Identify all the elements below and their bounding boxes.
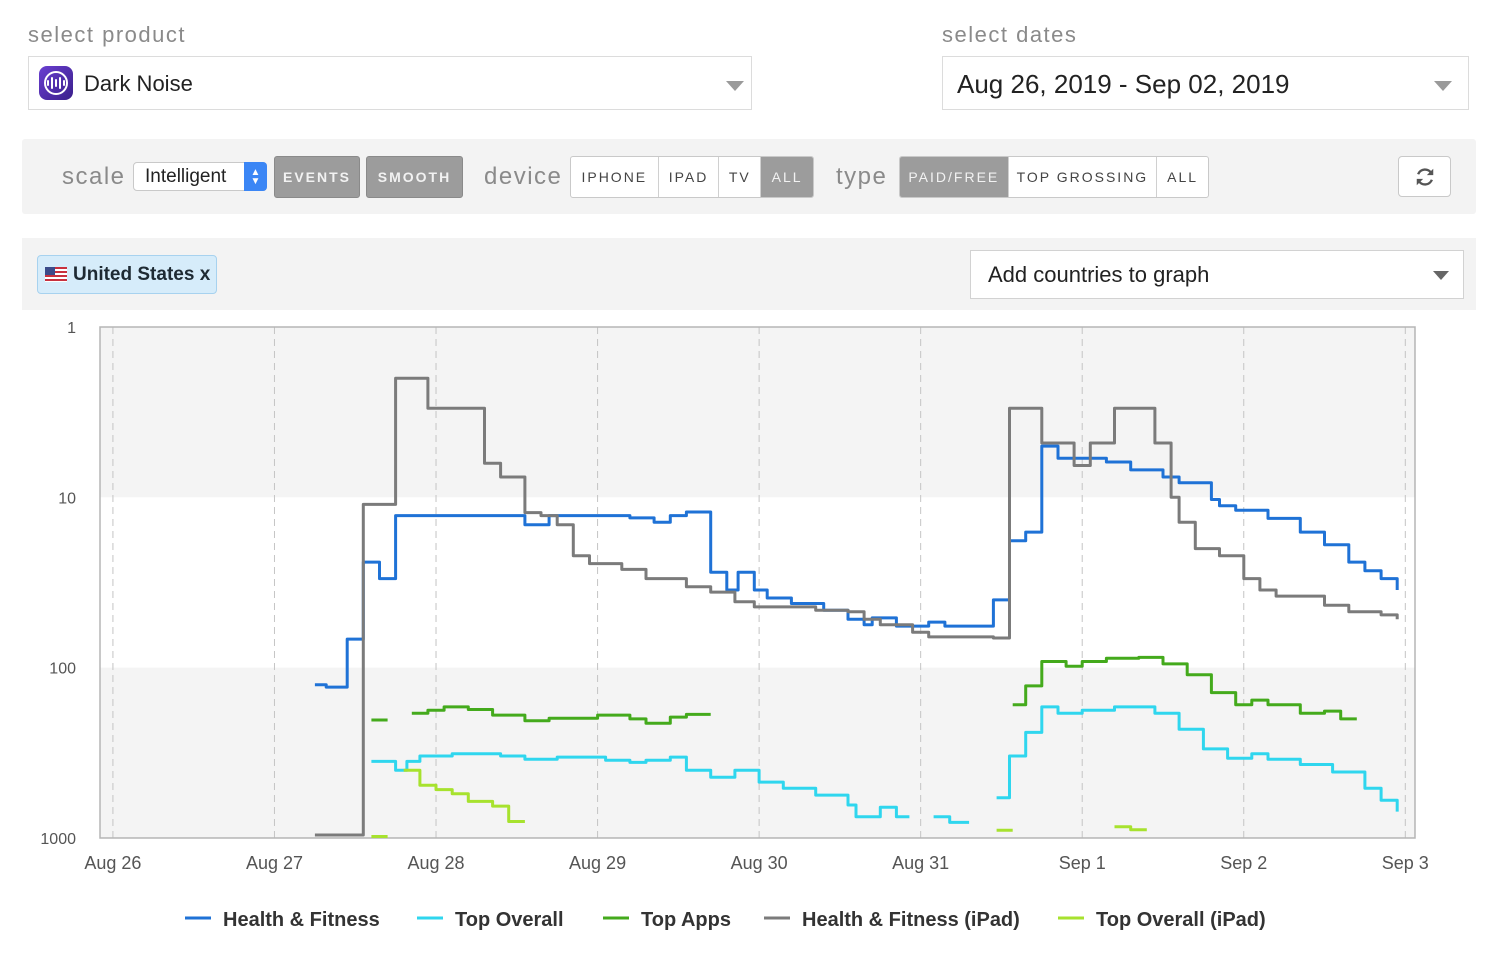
plot-band: [100, 327, 1415, 498]
add-countries-placeholder: Add countries to graph: [988, 262, 1210, 287]
legend-label: Health & Fitness (iPad): [802, 909, 1020, 931]
product-select[interactable]: Dark Noise: [28, 56, 752, 110]
y-tick-label: 1000: [40, 831, 76, 848]
series-line-1: [371, 752, 910, 819]
add-countries-select[interactable]: Add countries to graph: [970, 250, 1464, 299]
date-range-value: Aug 26, 2019 - Sep 02, 2019: [957, 69, 1290, 99]
graph-toolbar: scale Intelligent ▲ ▼ EVENTS SMOOTH devic…: [22, 139, 1476, 214]
scale-label: scale: [62, 163, 126, 190]
x-tick-label: Sep 3: [1382, 853, 1429, 873]
y-tick-label: 10: [58, 490, 76, 507]
legend-label: Health & Fitness: [223, 909, 380, 931]
dates-label: select dates: [942, 22, 1078, 47]
x-tick-label: Aug 28: [407, 853, 464, 873]
type-toggle-group: PAID/FREE TOP GROSSING ALL: [899, 156, 1209, 198]
device-toggle-group: IPHONE IPAD TV ALL: [570, 156, 814, 198]
y-tick-label: 100: [49, 661, 76, 678]
x-tick-label: Sep 1: [1059, 853, 1106, 873]
series-line-1: [933, 815, 970, 824]
x-tick-label: Aug 26: [84, 853, 141, 873]
chevron-down-icon[interactable]: [1434, 81, 1452, 91]
device-iphone-button[interactable]: IPHONE: [571, 157, 659, 197]
chevron-down-icon[interactable]: [1433, 271, 1449, 280]
type-top-grossing-button[interactable]: TOP GROSSING: [1009, 157, 1158, 197]
chevron-down-icon[interactable]: [726, 81, 744, 91]
us-flag-icon: [45, 267, 67, 282]
events-button[interactable]: EVENTS: [274, 156, 360, 198]
legend-label: Top Overall (iPad): [1096, 909, 1266, 931]
series-line-4: [403, 768, 525, 823]
refresh-icon: [1416, 167, 1433, 186]
x-tick-label: Aug 31: [892, 853, 949, 873]
x-tick-label: Aug 29: [569, 853, 626, 873]
device-tv-button[interactable]: TV: [719, 157, 762, 197]
type-all-button[interactable]: ALL: [1167, 169, 1199, 185]
plot-band: [100, 497, 1415, 668]
product-label: select product: [28, 22, 186, 47]
device-all-button[interactable]: ALL: [761, 157, 813, 197]
plot-frame: [99, 326, 1416, 839]
stepper-arrows-icon: ▲ ▼: [244, 162, 267, 191]
refresh-button[interactable]: [1398, 156, 1451, 197]
plot-band: [100, 667, 1415, 838]
device-ipad-button[interactable]: IPAD: [659, 157, 720, 197]
device-label: device: [484, 163, 563, 190]
type-paid-free-button[interactable]: PAID/FREE: [900, 157, 1009, 197]
x-tick-label: Aug 27: [246, 853, 303, 873]
dark-noise-app-icon: [39, 66, 73, 100]
legend-label: Top Overall: [455, 909, 564, 931]
country-chip-united-states[interactable]: United States x: [37, 255, 217, 294]
type-label: type: [836, 163, 888, 190]
scale-value: Intelligent: [145, 166, 227, 187]
series-line-2: [1012, 655, 1357, 721]
y-tick-label: 1: [67, 320, 76, 337]
scale-select[interactable]: Intelligent ▲ ▼: [133, 162, 267, 191]
x-tick-label: Aug 30: [731, 853, 788, 873]
country-chip-label: United States x: [73, 263, 211, 285]
series-line-3: [314, 376, 1399, 837]
series-line-2: [411, 705, 711, 725]
country-bar: United States x Add countries to graph: [22, 238, 1476, 310]
smooth-button[interactable]: SMOOTH: [366, 156, 463, 198]
series-line-4: [1114, 825, 1147, 832]
product-value: Dark Noise: [84, 71, 193, 96]
legend-label: Top Apps: [641, 909, 731, 931]
date-range-select[interactable]: Aug 26, 2019 - Sep 02, 2019: [942, 56, 1469, 110]
series-line-0: [314, 444, 1399, 689]
series-line-1: [996, 705, 1399, 812]
x-tick-label: Sep 2: [1220, 853, 1267, 873]
